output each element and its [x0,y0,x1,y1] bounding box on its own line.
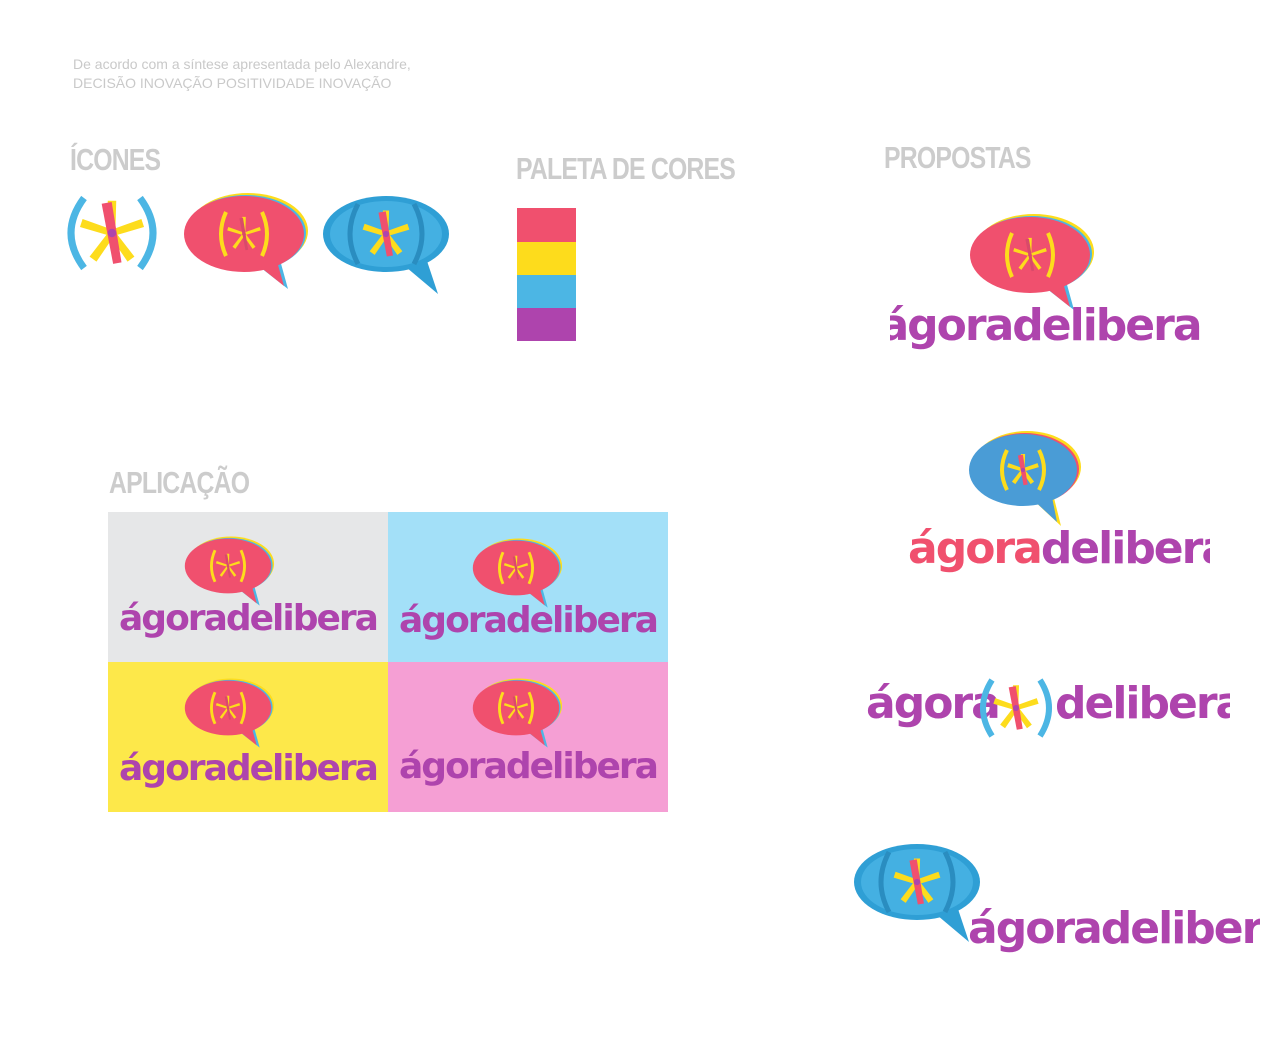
blue-speech-bubble-icon [320,194,455,299]
application-yellow-wordmark: ágoradelibera [119,748,377,789]
proposal-logo-3: ágora delibera [866,678,1230,738]
aplicacao-title: APLICAÇÃO [109,465,250,500]
palette-swatch-red [517,208,576,242]
proposal-1-wordmark: ágoradelibera [890,300,1201,351]
propostas-title: PROPOSTAS [884,140,1031,175]
proposal-2-wordmark: ágoradelibera [908,523,1210,574]
application-pink-wordmark: ágoradelibera [399,746,657,787]
icones-title: ÍCONES [70,142,161,177]
asterisk-parentheses-icon [67,195,157,271]
paleta-title: PALETA DE CORES [516,151,736,186]
application-grid: ágoradelibera ágoradelibera ágoradeliber… [108,512,668,812]
proposal-4-wordmark: ágoradelibera [968,903,1260,954]
proposal-3-delibera: delibera [1055,678,1230,729]
application-yellow: ágoradelibera [108,662,388,812]
application-blue: ágoradelibera [388,512,668,662]
proposal-3-agora: ágora [866,678,999,729]
application-pink: ágoradelibera [388,662,668,812]
application-blue-wordmark: ágoradelibera [399,600,657,641]
red-speech-bubble-icon [182,192,310,291]
proposal-logo-1: ágoradelibera [890,212,1203,351]
palette-swatch-yellow [517,242,576,275]
proposal-logo-2: ágoradelibera [908,431,1210,574]
palette-swatch-blue [517,275,576,308]
intro-line-2: DECISÃO INOVAÇÃO POSITIVIDADE INOVAÇÃO [73,75,392,91]
proposal-2-delibera: delibera [1041,523,1210,574]
palette-swatch-purple [517,308,576,341]
proposal-logo-4: ágoradelibera [840,830,1260,954]
application-gray: ágoradelibera [108,512,388,662]
application-gray-wordmark: ágoradelibera [119,598,377,639]
intro-line-1: De acordo com a síntese apresentada pelo… [73,56,411,72]
intro-text: De acordo com a síntese apresentada pelo… [73,55,411,93]
proposal-2-agora: ágora [908,523,1041,574]
